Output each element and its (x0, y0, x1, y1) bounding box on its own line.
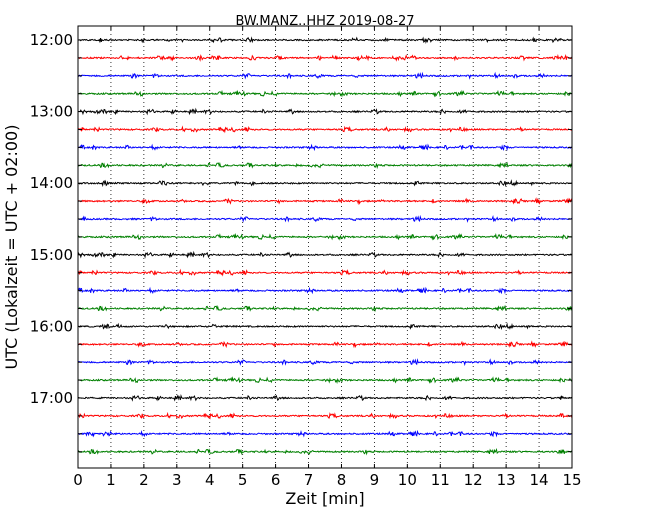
axis-ticks (77, 26, 573, 468)
seismic-trace (77, 358, 573, 367)
y-tick-label: 16:00 (30, 317, 73, 335)
plot-frame (77, 25, 573, 469)
x-tick-label: 7 (304, 471, 314, 489)
x-tick-label: 4 (205, 471, 215, 489)
x-axis-label: Zeit [min] (285, 489, 364, 508)
seismic-trace (77, 447, 573, 456)
grid-lines (110, 26, 540, 468)
seismic-trace (77, 179, 573, 188)
x-tick-label: 12 (464, 471, 483, 489)
seismic-trace (77, 125, 573, 134)
x-tick-label: 14 (530, 471, 549, 489)
x-tick-label: 5 (238, 471, 248, 489)
x-tick-label: 0 (73, 471, 83, 489)
seismic-trace (78, 36, 573, 45)
x-tick-labels: 0 1 2 3 4 5 6 7 8 9 10 11 12 13 14 15 (73, 471, 581, 489)
seismic-trace (77, 143, 573, 152)
x-tick-label: 1 (106, 471, 116, 489)
seismic-trace (77, 286, 573, 295)
y-tick-label: 15:00 (30, 246, 73, 264)
seismic-trace (77, 411, 573, 420)
y-tick-label: 13:00 (30, 103, 73, 121)
seismic-trace (77, 214, 573, 223)
chart-title: BW.MANZ..HHZ 2019-08-27 (235, 14, 414, 29)
x-tick-label: 15 (562, 471, 581, 489)
x-tick-label: 3 (172, 471, 182, 489)
y-tick-label: 17:00 (30, 389, 73, 407)
x-tick-label: 13 (497, 471, 516, 489)
y-tick-labels: 12:00 13:00 14:00 15:00 16:00 17:00 (30, 31, 73, 407)
seismic-trace (77, 250, 573, 259)
seismic-trace (77, 429, 573, 438)
trace-group (77, 36, 573, 456)
seismic-trace (77, 393, 573, 402)
seismic-trace (77, 71, 573, 80)
x-tick-label: 10 (398, 471, 417, 489)
seismic-trace (77, 376, 573, 384)
seismic-trace (77, 268, 573, 277)
seismic-trace (77, 197, 573, 206)
seismic-trace (77, 232, 573, 241)
x-tick-label: 11 (431, 471, 450, 489)
x-tick-label: 8 (337, 471, 347, 489)
y-tick-label: 12:00 (30, 31, 73, 49)
x-tick-label: 9 (370, 471, 380, 489)
x-tick-label: 2 (139, 471, 149, 489)
seismic-trace (77, 304, 573, 313)
y-tick-label: 14:00 (30, 174, 73, 192)
x-tick-label: 6 (271, 471, 281, 489)
seismic-trace (77, 340, 573, 349)
seismic-trace (77, 89, 573, 98)
seismic-trace (78, 322, 573, 331)
seismic-trace (77, 161, 573, 170)
y-axis-label: UTC (Lokalzeit = UTC + 02:00) (2, 125, 21, 370)
seismic-trace (77, 54, 573, 62)
seismic-trace (77, 107, 573, 116)
